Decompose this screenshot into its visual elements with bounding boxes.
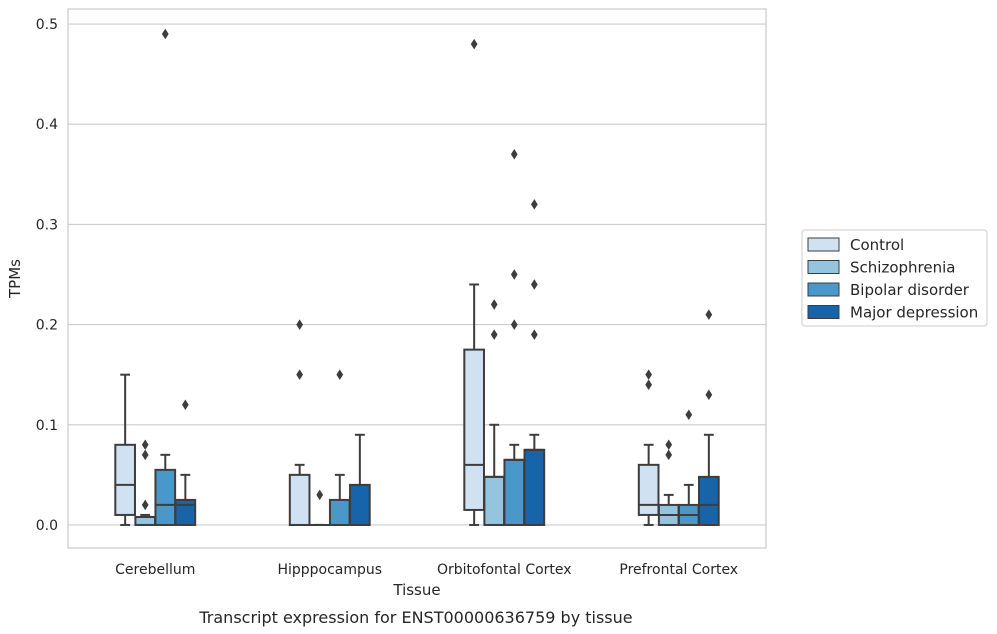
legend-swatch xyxy=(807,260,840,274)
legend-label: Control xyxy=(850,236,904,254)
box-groups xyxy=(114,28,720,526)
y-tick-label: 0.4 xyxy=(36,117,58,133)
y-tick-label: 0.0 xyxy=(36,518,58,534)
box xyxy=(349,483,371,526)
x-tick-label: Cerebellum xyxy=(115,562,195,578)
outlier-point xyxy=(665,449,673,461)
box xyxy=(114,443,136,516)
outlier-point xyxy=(530,199,538,210)
outlier-point xyxy=(141,439,149,451)
legend-frame xyxy=(801,229,988,327)
outlier-point xyxy=(316,489,324,501)
box xyxy=(463,348,485,511)
x-axis-ticks: Cerebellum Hipppocampus Orbitofontal Corte… xyxy=(115,562,738,578)
outlier-point xyxy=(490,329,498,340)
legend-swatch xyxy=(807,282,840,297)
gridlines xyxy=(68,23,766,526)
outlier-point xyxy=(645,369,653,380)
outlier-point xyxy=(530,329,538,340)
box xyxy=(328,498,351,526)
legend-label: Bipolar disorder xyxy=(850,281,970,299)
box xyxy=(483,475,506,526)
box xyxy=(174,498,197,526)
x-axis-label: Tissue xyxy=(392,581,440,599)
outlier-point xyxy=(510,319,518,330)
outlier-point xyxy=(665,439,673,451)
outlier-point xyxy=(705,309,713,320)
outlier-point xyxy=(645,379,653,390)
y-axis-label: TPMs xyxy=(6,259,24,299)
outlier-point xyxy=(470,38,478,50)
box xyxy=(154,468,177,526)
y-tick-label: 0.1 xyxy=(36,418,58,434)
x-tick-label: Orbitofontal Cortex xyxy=(437,562,572,578)
box xyxy=(523,448,546,526)
legend-label: Major depression xyxy=(850,304,978,322)
box-group xyxy=(637,309,720,526)
box xyxy=(288,473,311,526)
box xyxy=(698,475,720,526)
figure-caption: Transcript expression for ENST0000063675… xyxy=(198,608,632,627)
outlier-point xyxy=(685,409,693,421)
legend-swatch xyxy=(807,237,840,252)
outlier-point xyxy=(141,499,149,511)
outlier-point xyxy=(530,279,538,290)
box-group xyxy=(463,38,546,526)
plot-frame xyxy=(67,8,767,549)
box xyxy=(637,463,660,516)
x-tick-label: Hipppocampus xyxy=(277,562,382,578)
outlier-point xyxy=(296,319,304,330)
y-tick-label: 0.3 xyxy=(36,217,58,233)
legend-item: Bipolar disorder xyxy=(807,281,970,299)
legend-swatch xyxy=(807,305,840,319)
outlier-point xyxy=(296,369,304,380)
outlier-point xyxy=(510,149,518,160)
legend: Control Schizophrenia Bipolar disorder Majo… xyxy=(801,229,988,327)
outlier-point xyxy=(161,28,169,40)
legend-label: Schizophrenia xyxy=(850,259,955,277)
box-group xyxy=(114,28,197,526)
y-tick-label: 0.2 xyxy=(36,318,58,334)
y-axis-ticks: 0.0 0.1 0.2 0.3 0.4 0.5 xyxy=(36,17,58,534)
outlier-point xyxy=(490,299,498,310)
outlier-point xyxy=(181,399,189,410)
legend-item: Control xyxy=(807,236,904,254)
legend-item: Major depression xyxy=(807,304,978,322)
outlier-point xyxy=(705,389,713,400)
outlier-point xyxy=(336,369,344,380)
outlier-point xyxy=(141,449,149,461)
legend-item: Schizophrenia xyxy=(807,259,955,277)
x-tick-label: Prefrontal Cortex xyxy=(619,562,738,578)
y-tick-label: 0.5 xyxy=(36,17,58,33)
outlier-point xyxy=(510,269,518,280)
box-group xyxy=(288,319,371,526)
box xyxy=(503,458,526,526)
box xyxy=(134,515,157,526)
